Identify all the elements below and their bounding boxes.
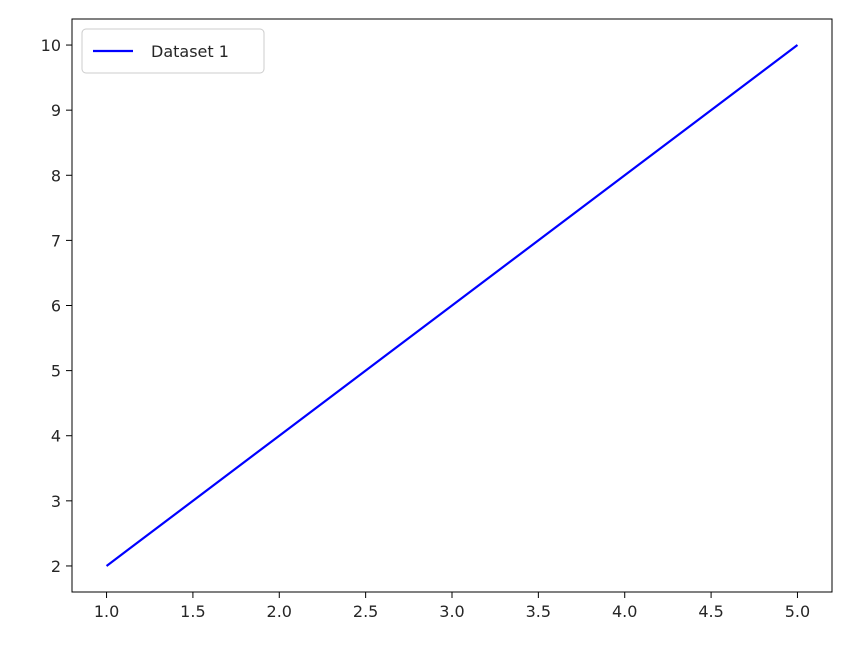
y-tick-label: 4 [51, 427, 61, 446]
x-tick-label: 3.0 [439, 602, 464, 621]
y-tick-label: 9 [51, 101, 61, 120]
x-tick-label: 1.0 [94, 602, 119, 621]
x-tick-label: 2.0 [267, 602, 292, 621]
y-tick-label: 7 [51, 231, 61, 250]
y-tick-label: 10 [41, 36, 61, 55]
x-tick-label: 5.0 [785, 602, 810, 621]
y-tick-label: 2 [51, 557, 61, 576]
x-tick-label: 1.5 [180, 602, 205, 621]
x-tick-label: 3.5 [526, 602, 551, 621]
y-tick-label: 3 [51, 492, 61, 511]
legend-label: Dataset 1 [151, 42, 229, 61]
plot-area: 1.0 1.5 2.0 2.5 3.0 3.5 4.0 4.5 5.0 2 3 4 5 6 7 8 9 10 [41, 18, 833, 621]
y-tick-label: 5 [51, 362, 61, 381]
legend-box [81, 28, 265, 74]
x-tick-label: 4.0 [612, 602, 637, 621]
legend: Dataset 1 [81, 28, 265, 74]
y-tick-label: 8 [51, 166, 61, 185]
x-tick-label: 4.5 [698, 602, 723, 621]
series-line-1 [105, 44, 799, 567]
x-tick-label: 2.5 [353, 602, 378, 621]
y-tick-label: 6 [51, 297, 61, 316]
